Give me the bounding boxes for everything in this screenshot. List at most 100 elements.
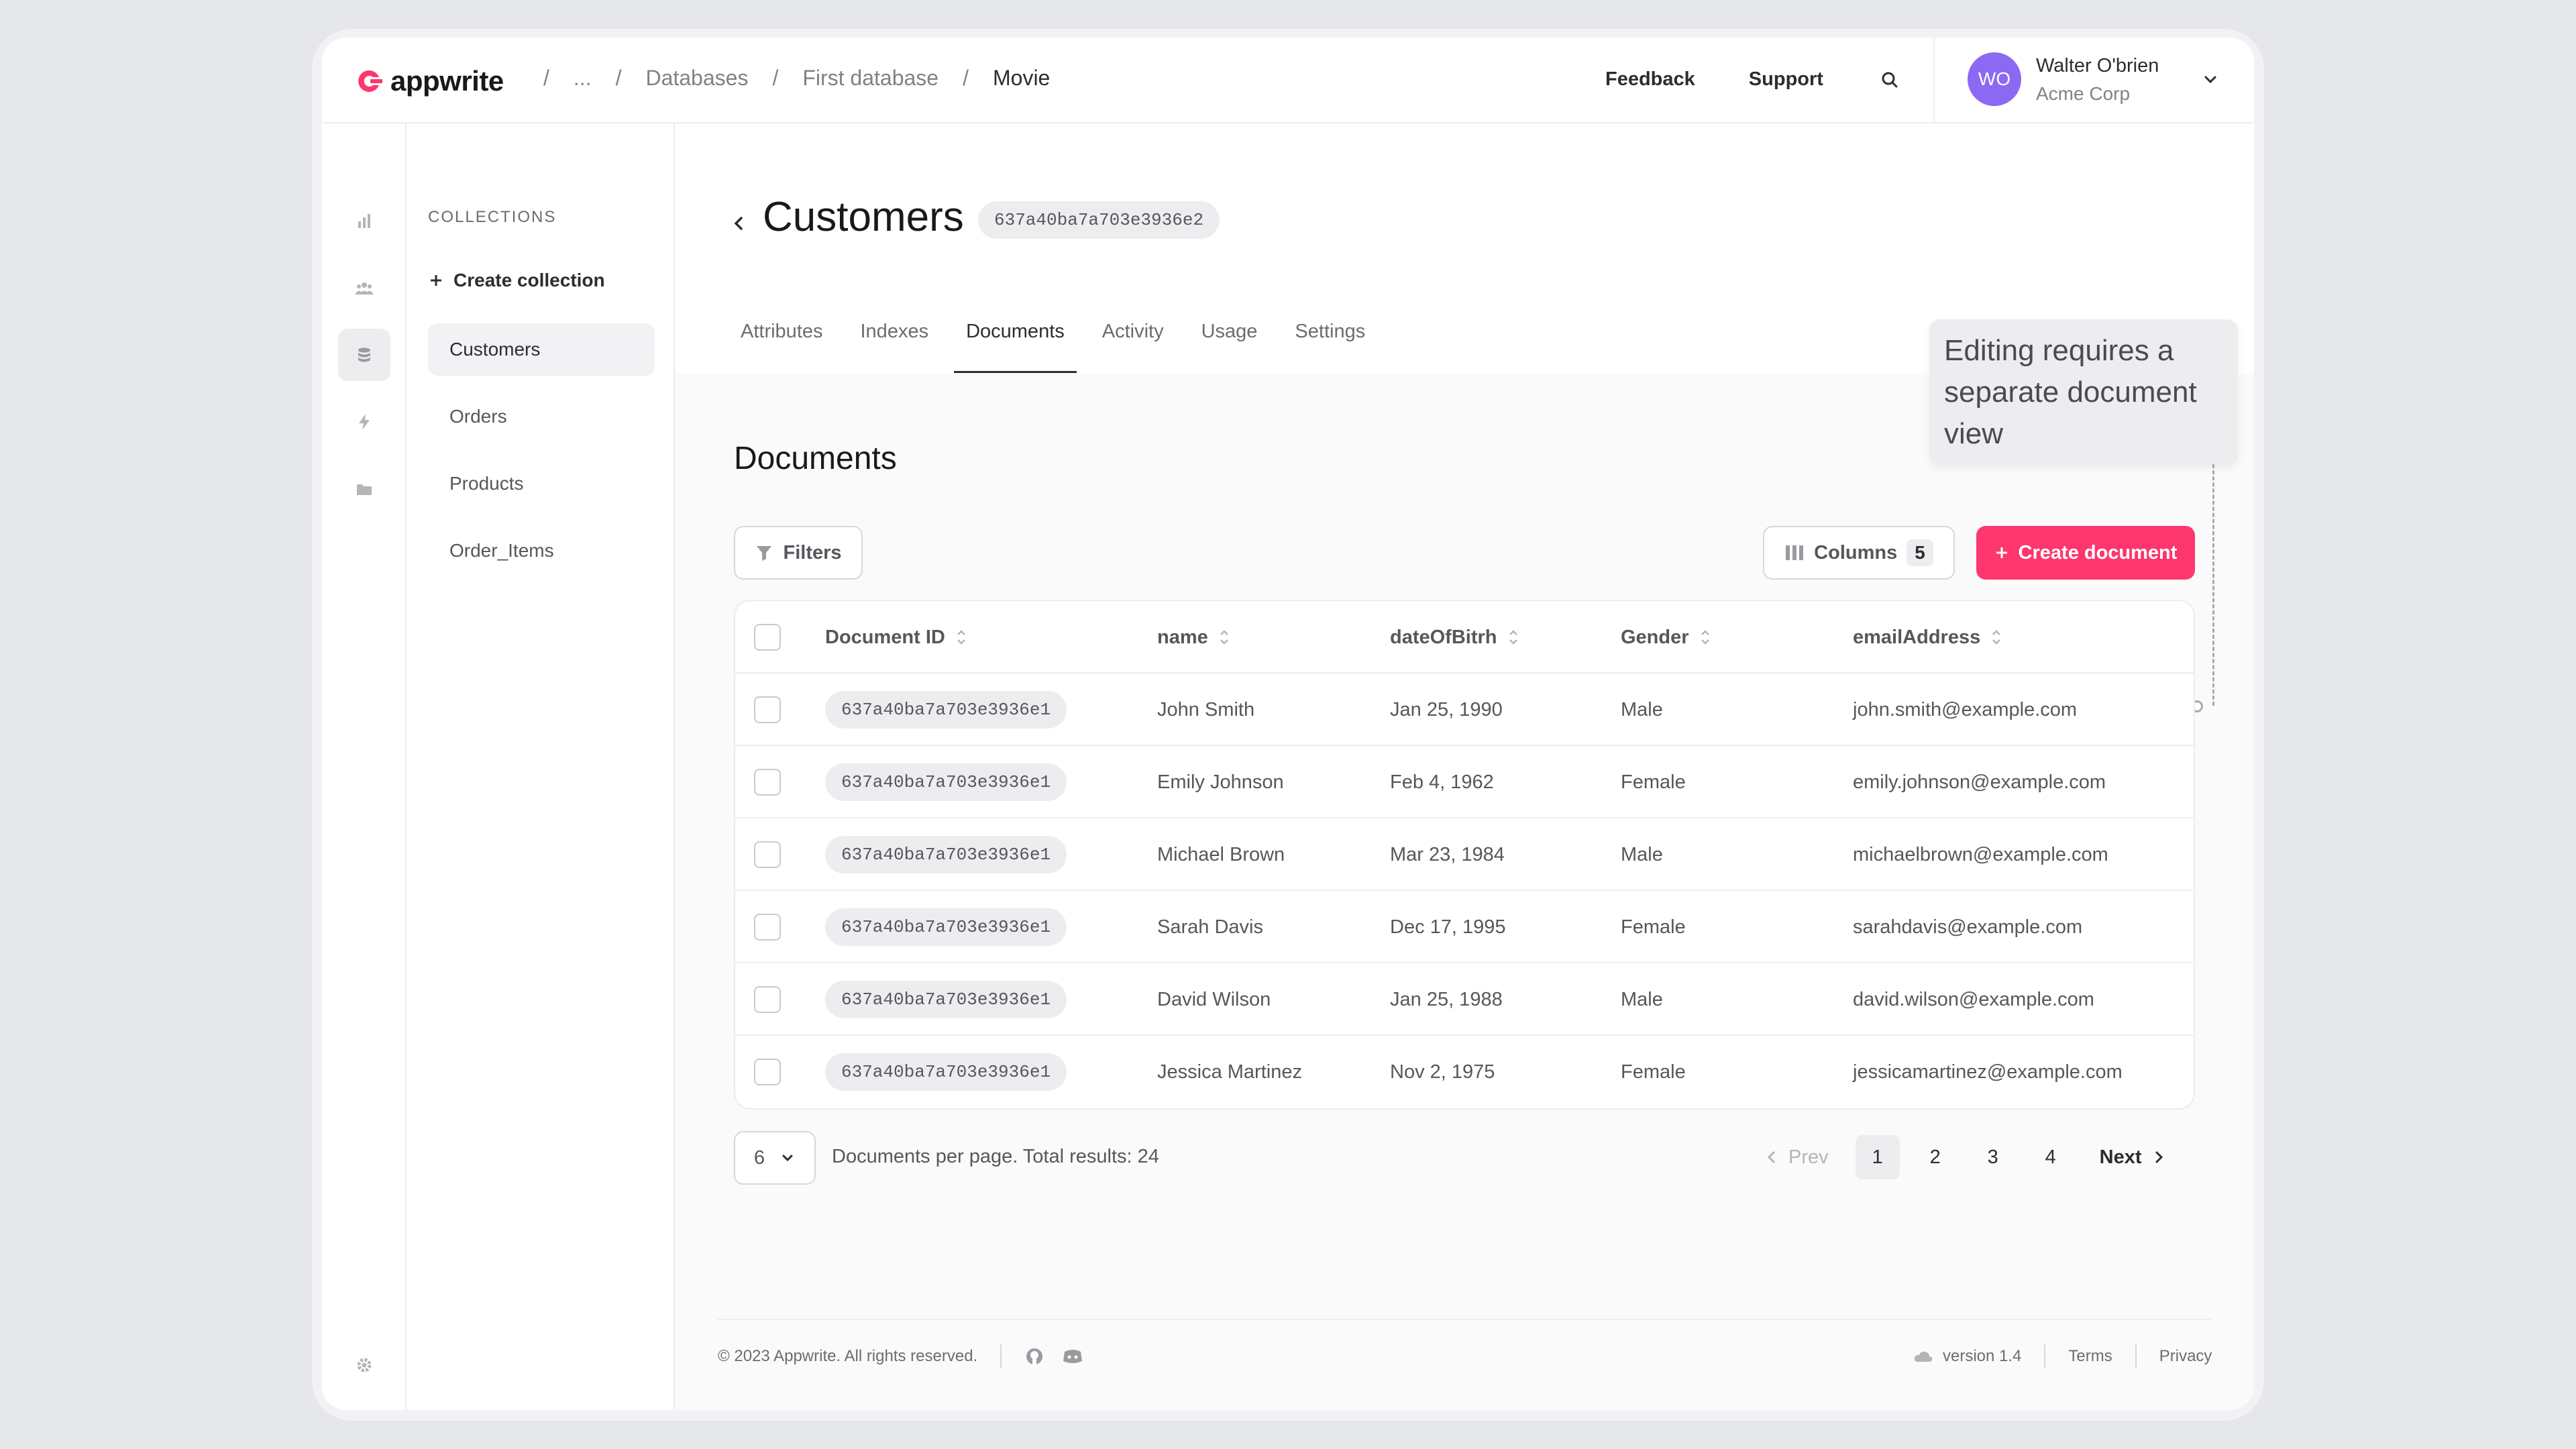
page-3-button[interactable]: 3 bbox=[1987, 1146, 1998, 1168]
chevron-left-icon[interactable] bbox=[729, 213, 749, 237]
feedback-link[interactable]: Feedback bbox=[1605, 68, 1695, 90]
collection-id-badge[interactable]: 637a40ba7a703e3936e2 bbox=[978, 201, 1220, 239]
row-checkbox[interactable] bbox=[754, 963, 781, 1036]
column-header-name[interactable]: name bbox=[1157, 601, 1230, 674]
select-all-checkbox[interactable] bbox=[754, 601, 781, 674]
discord-icon[interactable] bbox=[1062, 1346, 1083, 1366]
footer-separator bbox=[2135, 1344, 2137, 1368]
footer-separator bbox=[2044, 1344, 2046, 1368]
document-id-chip[interactable]: 637a40ba7a703e3936e1 bbox=[825, 1053, 1067, 1091]
email-cell: sarahdavis@example.com bbox=[1853, 916, 2083, 938]
gender-cell: Female bbox=[1621, 771, 1686, 793]
document-id-cell[interactable]: 637a40ba7a703e3936e1 bbox=[825, 891, 1067, 963]
row-checkbox[interactable] bbox=[754, 891, 781, 963]
pagination: Prev 1 2 3 4 Next bbox=[1764, 1134, 2166, 1181]
functions-icon[interactable] bbox=[338, 396, 390, 448]
column-header-document-id[interactable]: Document ID bbox=[825, 601, 967, 674]
avatar[interactable]: WO bbox=[1968, 52, 2021, 106]
breadcrumb-movie[interactable]: Movie bbox=[992, 66, 1051, 90]
name-cell: David Wilson bbox=[1157, 988, 1271, 1010]
appwrite-logo[interactable]: appwrite bbox=[353, 64, 504, 98]
columns-button[interactable]: Columns 5 bbox=[1763, 526, 1955, 580]
document-id-cell[interactable]: 637a40ba7a703e3936e1 bbox=[825, 1036, 1067, 1108]
storage-icon[interactable] bbox=[338, 463, 390, 515]
document-id-cell[interactable]: 637a40ba7a703e3936e1 bbox=[825, 818, 1067, 891]
sidebar-item-orders[interactable]: Orders bbox=[449, 406, 507, 427]
tab-attributes[interactable]: Attributes bbox=[741, 321, 823, 342]
plus-icon bbox=[431, 275, 441, 286]
page-4-button[interactable]: 4 bbox=[2045, 1146, 2056, 1168]
next-label: Next bbox=[2099, 1146, 2142, 1168]
gender-cell: Male bbox=[1621, 988, 1663, 1010]
per-page-select[interactable]: 6 bbox=[734, 1131, 816, 1185]
column-header-label: emailAddress bbox=[1853, 626, 1981, 648]
copyright-text: © 2023 Appwrite. All rights reserved. bbox=[718, 1347, 978, 1365]
plus-icon bbox=[1996, 547, 2007, 558]
document-id-chip[interactable]: 637a40ba7a703e3936e1 bbox=[825, 763, 1067, 801]
column-header-email[interactable]: emailAddress bbox=[1853, 601, 2002, 674]
prev-button[interactable]: Prev bbox=[1764, 1146, 1829, 1169]
table-row[interactable]: 637a40ba7a703e3936e1 John Smith Jan 25, … bbox=[735, 674, 2194, 746]
sidebar-item-order-items[interactable]: Order_Items bbox=[449, 540, 554, 561]
document-id-chip[interactable]: 637a40ba7a703e3936e1 bbox=[825, 836, 1067, 873]
document-id-chip[interactable]: 637a40ba7a703e3936e1 bbox=[825, 691, 1067, 729]
chevron-down-icon[interactable] bbox=[2200, 70, 2220, 93]
breadcrumb-first-database[interactable]: First database bbox=[802, 66, 939, 90]
column-header-gender[interactable]: Gender bbox=[1621, 601, 1711, 674]
tab-documents[interactable]: Documents bbox=[954, 315, 1077, 373]
table-row[interactable]: 637a40ba7a703e3936e1 Jessica Martinez No… bbox=[735, 1036, 2194, 1108]
email-cell: john.smith@example.com bbox=[1853, 698, 2078, 720]
document-id-cell[interactable]: 637a40ba7a703e3936e1 bbox=[825, 963, 1067, 1036]
create-document-button[interactable]: Create document bbox=[1976, 526, 2195, 580]
row-checkbox[interactable] bbox=[754, 1036, 781, 1108]
breadcrumb-databases[interactable]: Databases bbox=[645, 66, 749, 90]
privacy-link[interactable]: Privacy bbox=[2159, 1347, 2212, 1365]
terms-link[interactable]: Terms bbox=[2068, 1347, 2112, 1365]
document-id-cell[interactable]: 637a40ba7a703e3936e1 bbox=[825, 674, 1067, 746]
search-icon[interactable] bbox=[1880, 70, 1900, 93]
tab-usage[interactable]: Usage bbox=[1201, 321, 1258, 342]
document-id-chip[interactable]: 637a40ba7a703e3936e1 bbox=[825, 908, 1067, 946]
tab-indexes[interactable]: Indexes bbox=[860, 321, 929, 342]
users-icon[interactable] bbox=[338, 262, 390, 314]
filters-button[interactable]: Filters bbox=[734, 526, 863, 580]
logo-text: appwrite bbox=[390, 65, 504, 97]
github-icon[interactable] bbox=[1024, 1346, 1044, 1366]
support-link[interactable]: Support bbox=[1748, 68, 1823, 90]
table-row[interactable]: 637a40ba7a703e3936e1 Emily Johnson Feb 4… bbox=[735, 746, 2194, 818]
sort-icon bbox=[1220, 630, 1228, 645]
sidebar-item-customers[interactable]: Customers bbox=[428, 323, 655, 376]
column-header-date-of-birth[interactable]: dateOfBitrh bbox=[1390, 601, 1519, 674]
breadcrumb-separator: / bbox=[543, 66, 549, 90]
create-document-label: Create document bbox=[2018, 541, 2178, 564]
page-2-button[interactable]: 2 bbox=[1929, 1146, 1941, 1168]
table-row[interactable]: 637a40ba7a703e3936e1 David Wilson Jan 25… bbox=[735, 963, 2194, 1036]
row-checkbox[interactable] bbox=[754, 746, 781, 818]
filter-icon bbox=[757, 546, 772, 561]
row-checkbox[interactable] bbox=[754, 674, 781, 746]
sidebar-item-products[interactable]: Products bbox=[449, 473, 524, 494]
document-id-cell[interactable]: 637a40ba7a703e3936e1 bbox=[825, 746, 1067, 818]
breadcrumb-ellipsis[interactable]: ... bbox=[573, 66, 592, 90]
settings-icon[interactable] bbox=[338, 1339, 390, 1391]
analytics-icon[interactable] bbox=[338, 195, 390, 247]
document-id-chip[interactable]: 637a40ba7a703e3936e1 bbox=[825, 981, 1067, 1018]
user-org: Acme Corp bbox=[2036, 83, 2131, 104]
row-checkbox[interactable] bbox=[754, 818, 781, 891]
gender-cell: Female bbox=[1621, 916, 1686, 938]
filters-label: Filters bbox=[783, 541, 842, 564]
next-button[interactable]: Next bbox=[2100, 1146, 2166, 1169]
dob-cell: Feb 4, 1962 bbox=[1390, 771, 1494, 793]
tab-settings[interactable]: Settings bbox=[1295, 321, 1366, 342]
tab-activity[interactable]: Activity bbox=[1102, 321, 1164, 342]
email-cell: michaelbrown@example.com bbox=[1853, 843, 2108, 865]
columns-label: Columns bbox=[1814, 541, 1898, 564]
email-cell: jessicamartinez@example.com bbox=[1853, 1061, 2123, 1083]
per-page-value: 6 bbox=[753, 1146, 765, 1169]
create-collection-button[interactable]: Create collection bbox=[428, 270, 605, 291]
table-row[interactable]: 637a40ba7a703e3936e1 Sarah Davis Dec 17,… bbox=[735, 891, 2194, 963]
table-row[interactable]: 637a40ba7a703e3936e1 Michael Brown Mar 2… bbox=[735, 818, 2194, 891]
page-1-button[interactable]: 1 bbox=[1855, 1135, 1900, 1179]
dob-cell: Mar 23, 1984 bbox=[1390, 843, 1505, 865]
database-icon[interactable] bbox=[338, 329, 390, 381]
